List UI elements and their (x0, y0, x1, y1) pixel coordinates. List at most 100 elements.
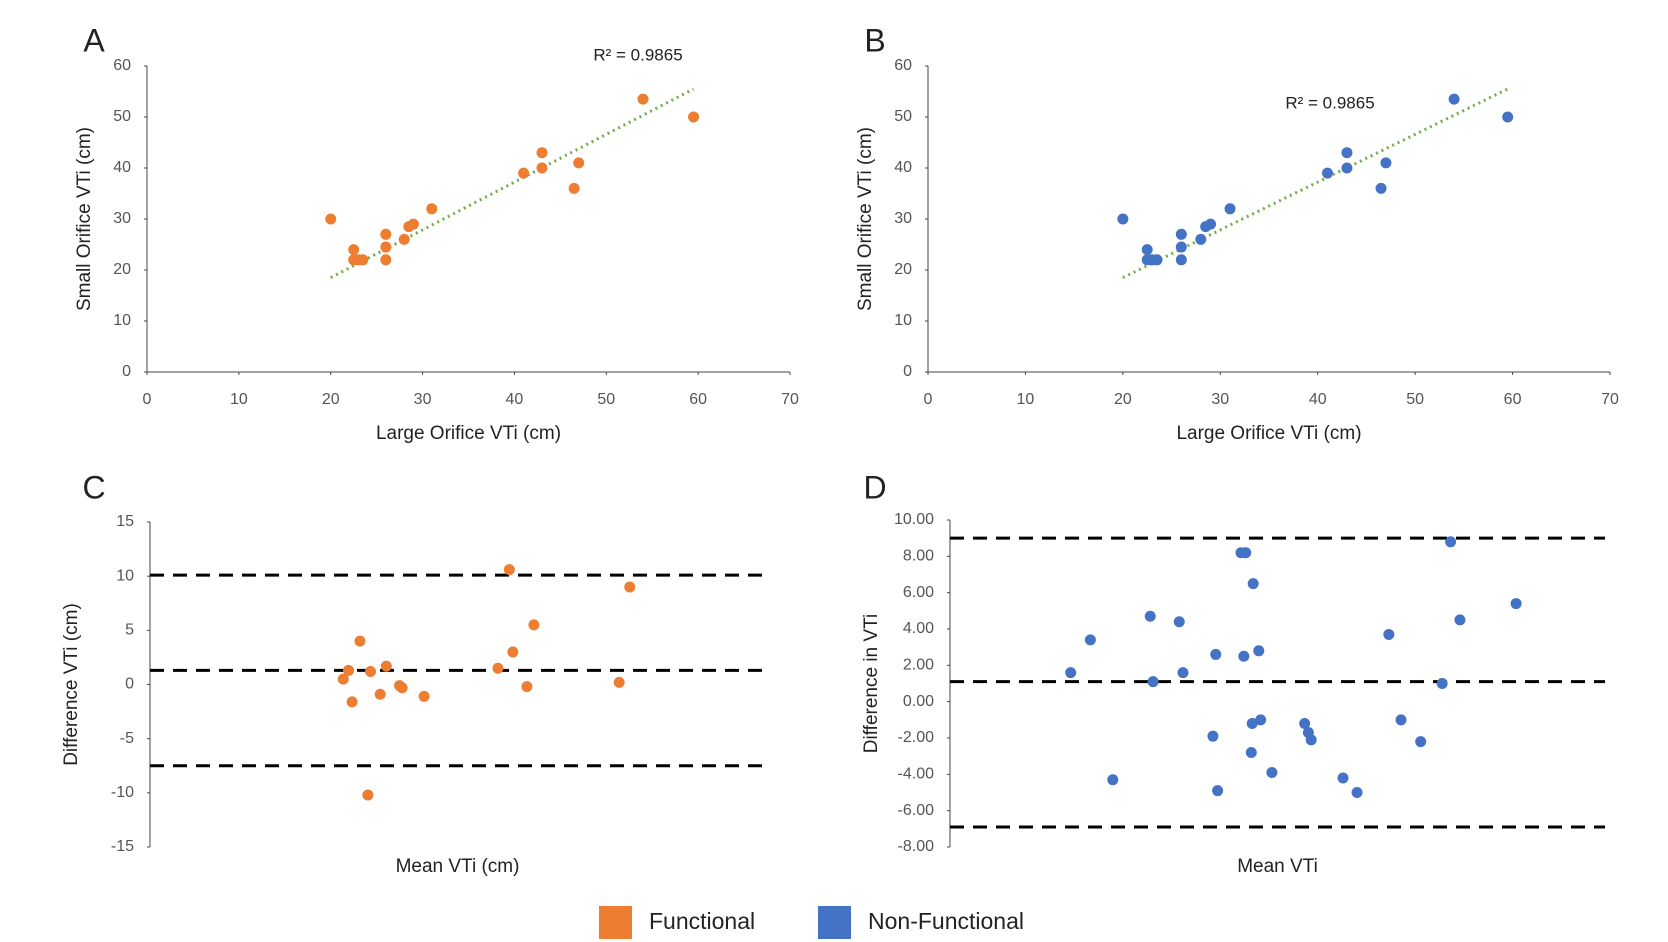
point (1454, 614, 1466, 626)
x-tick-label: 60 (1504, 391, 1522, 408)
y-tick-label: 0 (125, 676, 134, 693)
y-tick-label: -4.00 (898, 766, 935, 783)
y-tick-label: 30 (113, 210, 131, 227)
panel-label: D (863, 469, 886, 505)
point (1436, 678, 1448, 689)
y-tick-label: 20 (894, 261, 912, 278)
x-tick-label: 40 (506, 391, 524, 408)
point (1240, 547, 1252, 559)
point (568, 182, 580, 194)
annotation: R² = 0.9865 (1285, 93, 1374, 112)
point (337, 673, 349, 685)
trendline (330, 87, 695, 279)
point (407, 218, 419, 230)
point (325, 213, 337, 225)
point (354, 635, 366, 647)
y-tick-label: 60 (113, 57, 131, 74)
x-tick-label: 40 (1309, 391, 1327, 408)
point (365, 666, 377, 677)
point (1341, 162, 1353, 174)
y-tick-label: 50 (894, 108, 912, 125)
y-tick-label: 2.00 (903, 657, 934, 674)
x-axis-label: Large Orifice VTi (cm) (376, 423, 561, 444)
point (1205, 218, 1217, 230)
point (1351, 787, 1363, 798)
point (1255, 714, 1267, 726)
y-axis-label: Small Orifice VTi (cm) (74, 127, 95, 311)
point (396, 682, 408, 694)
point (1117, 213, 1129, 225)
point (1341, 147, 1353, 159)
point (507, 646, 519, 658)
point (528, 619, 540, 631)
point (1144, 610, 1156, 622)
y-tick-label: 10.00 (894, 511, 934, 528)
legend-swatch (818, 906, 851, 939)
y-tick-label: 8.00 (903, 548, 934, 565)
y-tick-label: 30 (894, 210, 912, 227)
x-tick-label: 10 (1017, 391, 1035, 408)
y-tick-label: 10 (894, 312, 912, 329)
x-tick-label: 30 (414, 391, 432, 408)
point (1299, 717, 1311, 729)
point (1065, 667, 1077, 679)
y-tick-label: 40 (113, 159, 131, 176)
y-tick-label: 10 (113, 312, 131, 329)
point (343, 664, 355, 676)
x-tick-label: 30 (1211, 391, 1229, 408)
point (418, 690, 430, 702)
y-tick-label: 6.00 (903, 584, 934, 601)
y-tick-label: 20 (113, 261, 131, 278)
y-axis-label: Difference VTi (cm) (61, 603, 82, 766)
point (1177, 667, 1189, 679)
x-tick-label: 50 (1406, 391, 1424, 408)
y-tick-label: 40 (894, 159, 912, 176)
x-tick-label: 20 (1114, 391, 1132, 408)
x-tick-label: 0 (143, 391, 152, 408)
point (1246, 717, 1258, 729)
point (380, 254, 392, 266)
point (573, 157, 585, 169)
point (613, 676, 625, 688)
point (1253, 645, 1265, 657)
point (1445, 536, 1457, 548)
point (398, 233, 410, 245)
point (536, 162, 548, 174)
point (362, 789, 374, 801)
point (1245, 747, 1257, 759)
y-tick-label: 0 (122, 363, 131, 380)
point (521, 681, 533, 693)
y-tick-label: 0.00 (903, 693, 934, 710)
point (637, 93, 649, 105)
x-tick-label: 70 (1601, 391, 1619, 408)
point (380, 660, 392, 672)
x-tick-label: 10 (230, 391, 248, 408)
point (1175, 241, 1187, 253)
x-tick-label: 70 (781, 391, 799, 408)
point (346, 696, 358, 708)
y-tick-label: -2.00 (898, 729, 935, 746)
y-tick-label: 15 (116, 513, 134, 530)
point (492, 662, 504, 674)
point (624, 581, 636, 593)
point (1502, 111, 1514, 123)
point (1195, 233, 1207, 245)
annotation: R² = 0.9865 (593, 45, 682, 64)
legend-swatch (599, 906, 632, 939)
x-tick-label: 50 (597, 391, 615, 408)
y-tick-label: 4.00 (903, 620, 934, 637)
point (688, 111, 700, 123)
point (380, 228, 392, 240)
point (357, 254, 369, 266)
point (1321, 167, 1333, 179)
y-tick-label: 60 (894, 57, 912, 74)
point (426, 203, 438, 215)
y-tick-label: 50 (113, 108, 131, 125)
panel-label: A (83, 22, 105, 58)
y-axis-label: Small Orifice VTi (cm) (855, 127, 876, 311)
panel-label: C (82, 469, 105, 505)
point (1212, 785, 1224, 797)
point (1141, 244, 1153, 256)
y-tick-label: -10 (111, 784, 134, 801)
